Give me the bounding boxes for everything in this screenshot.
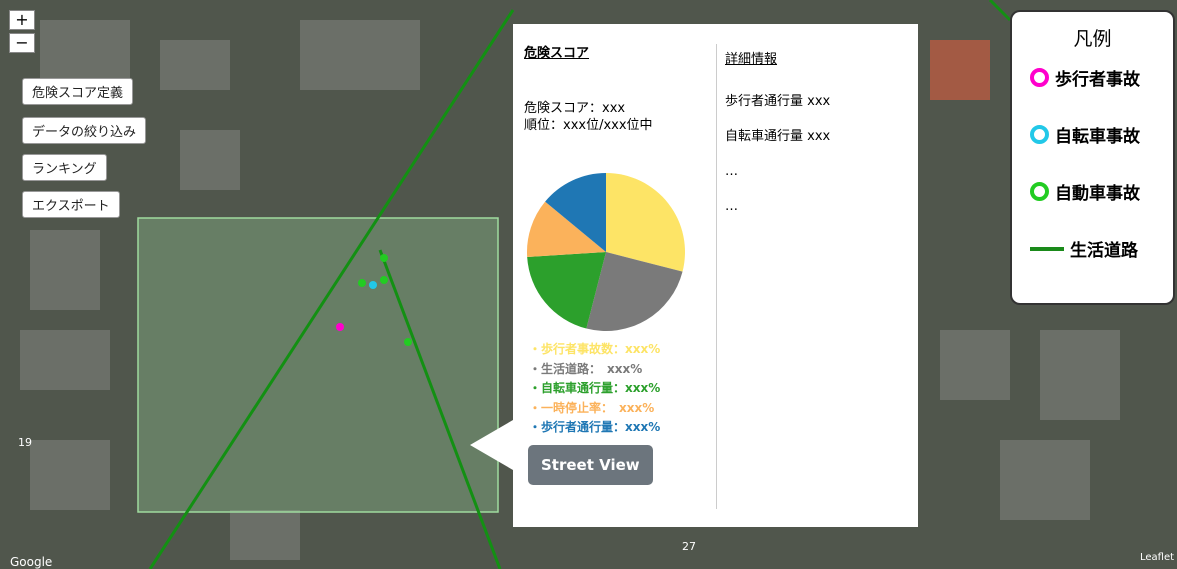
car-accident[interactable]	[404, 338, 412, 346]
selected-area[interactable]	[138, 218, 498, 512]
legend-ring	[1030, 125, 1049, 144]
zoom-in[interactable]: +	[9, 10, 35, 30]
pedestrian-accident[interactable]	[336, 323, 344, 331]
pie-legend-item: ・生活道路： xxx%	[529, 360, 660, 380]
pie-legend-item: ・歩行者事故数：xxx%	[529, 340, 660, 360]
detail-line: 歩行者通行量 xxx	[725, 84, 830, 119]
sidebar-button[interactable]: エクスポート	[22, 191, 120, 218]
detail-line: 自転車通行量 xxx	[725, 119, 830, 154]
bicycle-accident[interactable]	[369, 281, 377, 289]
legend-ring	[1030, 68, 1049, 87]
pie-legend-item: ・自転車通行量：xxx%	[529, 379, 660, 399]
screen: 19 27 Google Leaflet + − 危険スコア定義 データの絞り込…	[0, 0, 1177, 569]
legend-label: 歩行者事故	[1055, 65, 1140, 90]
legend-item: 自転車事故	[1030, 122, 1140, 147]
divider	[716, 44, 717, 509]
details-title: 詳細情報	[725, 48, 777, 67]
pie-legend-item: ・歩行者通行量：xxx%	[529, 418, 660, 438]
pie-legend: ・歩行者事故数：xxx%・生活道路： xxx%・自転車通行量：xxx%・一時停止…	[529, 340, 660, 438]
car-accident[interactable]	[358, 279, 366, 287]
leaflet-link[interactable]: Leaflet	[1140, 552, 1174, 563]
score-title: 危険スコア	[524, 42, 589, 61]
popup: 危険スコア 危険スコア：xxx 順位：xxx位/xxx位中 ・歩行者事故数：xx…	[513, 24, 918, 527]
pie-legend-item: ・一時停止率： xxx%	[529, 399, 660, 419]
car-accident[interactable]	[380, 276, 388, 284]
sidebar-button[interactable]: ランキング	[22, 154, 107, 181]
legend-label: 自動車事故	[1055, 179, 1140, 204]
legend-title: 凡例	[1012, 24, 1173, 51]
legend-label: 生活道路	[1070, 236, 1138, 261]
legend-label: 自転車事故	[1055, 122, 1140, 147]
map-label: 19	[18, 436, 32, 449]
legend: 凡例 歩行者事故自転車事故自動車事故生活道路	[1010, 10, 1175, 305]
attribution: Google	[10, 555, 52, 569]
legend-item: 歩行者事故	[1030, 65, 1140, 90]
sidebar-button[interactable]: 危険スコア定義	[22, 78, 133, 105]
sidebar-button[interactable]: データの絞り込み	[22, 117, 146, 144]
car-accident[interactable]	[380, 254, 388, 262]
legend-item: 生活道路	[1030, 236, 1138, 261]
legend-item: 自動車事故	[1030, 179, 1140, 204]
legend-line	[1030, 247, 1064, 251]
map-label: 27	[682, 540, 696, 553]
street-view-button[interactable]: Street View	[528, 445, 653, 485]
legend-ring	[1030, 182, 1049, 201]
score-line: 順位：xxx位/xxx位中	[524, 114, 653, 133]
detail-line: …	[725, 189, 830, 224]
detail-line: …	[725, 154, 830, 189]
zoom-out[interactable]: −	[9, 33, 35, 53]
pie-chart	[518, 164, 698, 344]
